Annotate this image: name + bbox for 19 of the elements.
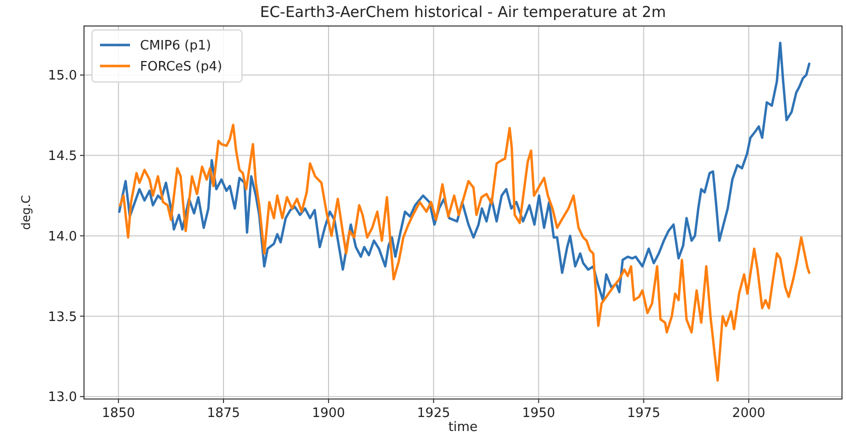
y-tick-label: 13.0 xyxy=(48,390,77,406)
x-tick-label: 1900 xyxy=(312,406,346,421)
x-tick-label: 1975 xyxy=(627,406,660,421)
y-tick-label: 14.5 xyxy=(48,148,77,164)
x-tick-label: 1850 xyxy=(102,406,135,421)
line-series xyxy=(118,42,810,302)
chart-title: EC-Earth3-AerChem historical - Air temperature at 2m xyxy=(260,3,666,21)
y-axis-title: deg.C xyxy=(19,195,33,230)
x-tick-label: 1925 xyxy=(417,406,450,421)
x-axis-title: time xyxy=(448,420,478,434)
legend-label: FORCeS (p4) xyxy=(140,60,222,75)
x-tick-label: 1950 xyxy=(522,406,556,421)
x-tick-label: 1875 xyxy=(206,406,240,421)
x-tick-label: 2000 xyxy=(732,406,766,421)
legend-label: CMIP6 (p1) xyxy=(140,38,212,54)
y-tick-label: 14.0 xyxy=(48,229,77,244)
line-series xyxy=(118,124,810,382)
y-tick-label: 13.5 xyxy=(48,310,77,325)
y-tick-label: 15.0 xyxy=(48,68,77,84)
